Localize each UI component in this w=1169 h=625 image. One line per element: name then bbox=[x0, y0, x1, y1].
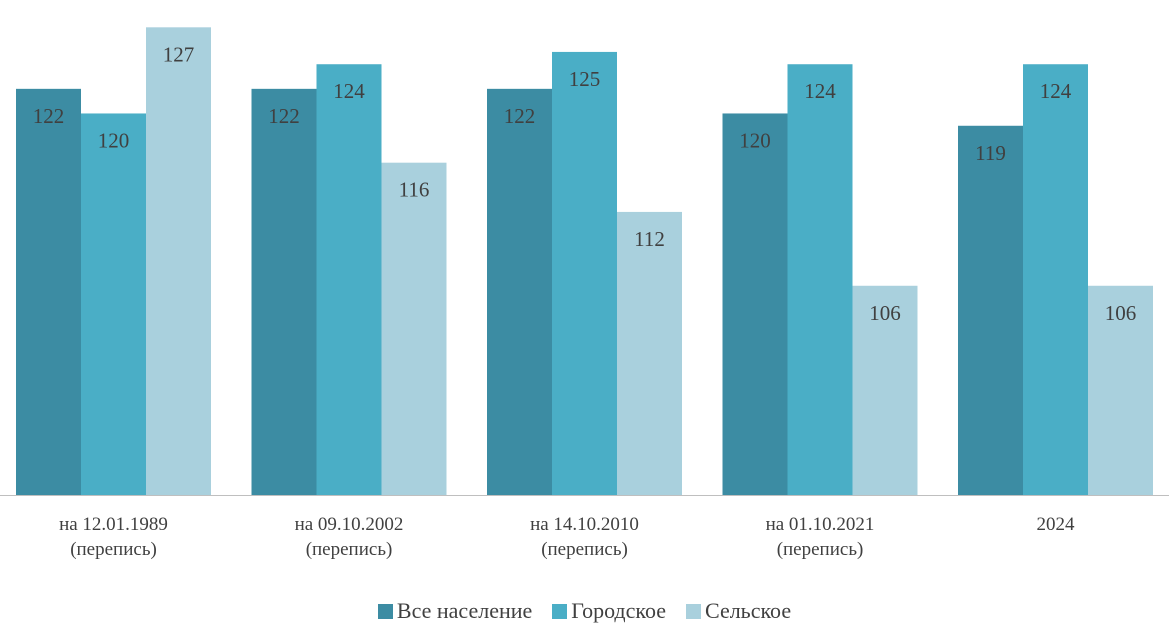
category-label-1: на 12.01.1989 bbox=[59, 514, 168, 535]
legend-label-rural: Сельское bbox=[705, 598, 792, 623]
data-label-3-5: 106 bbox=[1105, 301, 1137, 325]
legend-swatch-urban bbox=[552, 603, 568, 619]
category-label-2-sub: (перепись) bbox=[306, 539, 393, 560]
bar-3-5 bbox=[1088, 285, 1153, 495]
data-label-1-4: 120 bbox=[739, 128, 771, 152]
category-label-3: на 14.10.2010 bbox=[530, 514, 639, 535]
legend-item-urban: Городское bbox=[552, 598, 666, 624]
data-label-3-4: 106 bbox=[869, 301, 901, 325]
bar-2-1 bbox=[81, 113, 146, 495]
bar-1-3 bbox=[487, 88, 552, 495]
bar-2-2 bbox=[316, 64, 382, 495]
bar-1-4 bbox=[722, 113, 788, 495]
bar-3-4 bbox=[852, 285, 918, 495]
bar-3-2 bbox=[381, 162, 447, 495]
bar-2-3 bbox=[552, 51, 617, 496]
bar-1-5 bbox=[958, 125, 1023, 496]
bar-3-1 bbox=[146, 27, 211, 496]
data-label-1-3: 122 bbox=[504, 104, 536, 128]
legend-swatch-all bbox=[377, 603, 393, 619]
legend-item-rural: Сельское bbox=[686, 598, 791, 624]
data-label-1-1: 122 bbox=[33, 104, 65, 128]
legend-label-all: Все население bbox=[396, 598, 533, 623]
data-label-3-1: 127 bbox=[163, 42, 195, 66]
bar-2-5 bbox=[1023, 64, 1088, 495]
category-label-4: на 01.10.2021 bbox=[766, 514, 875, 535]
legend-swatch-rural bbox=[686, 603, 701, 619]
data-label-2-5: 124 bbox=[1040, 79, 1072, 103]
category-label-4-sub: (перепись) bbox=[777, 539, 864, 560]
legend-item-all: Все население bbox=[377, 598, 533, 624]
category-label-1-sub: (перепись) bbox=[70, 539, 157, 560]
legend-label-urban: Городское bbox=[571, 598, 666, 623]
category-label-5: 2024 bbox=[1037, 514, 1076, 535]
data-label-2-2: 124 bbox=[333, 79, 365, 103]
data-label-3-2: 116 bbox=[399, 178, 430, 202]
data-label-1-5: 119 bbox=[975, 141, 1006, 165]
bar-1-1 bbox=[16, 88, 81, 495]
data-label-3-3: 112 bbox=[634, 227, 665, 251]
bar-1-2 bbox=[251, 88, 317, 495]
bar-2-4 bbox=[787, 64, 853, 495]
data-label-2-1: 120 bbox=[98, 128, 130, 152]
bar-3-3 bbox=[617, 211, 682, 495]
legend: Все население Городское Сельское bbox=[0, 598, 1169, 624]
data-label-2-4: 124 bbox=[804, 79, 836, 103]
data-label-1-2: 122 bbox=[268, 104, 300, 128]
category-label-3-sub: (перепись) bbox=[541, 539, 628, 560]
data-label-2-3: 125 bbox=[569, 67, 601, 91]
category-label-2: на 09.10.2002 bbox=[295, 514, 404, 535]
